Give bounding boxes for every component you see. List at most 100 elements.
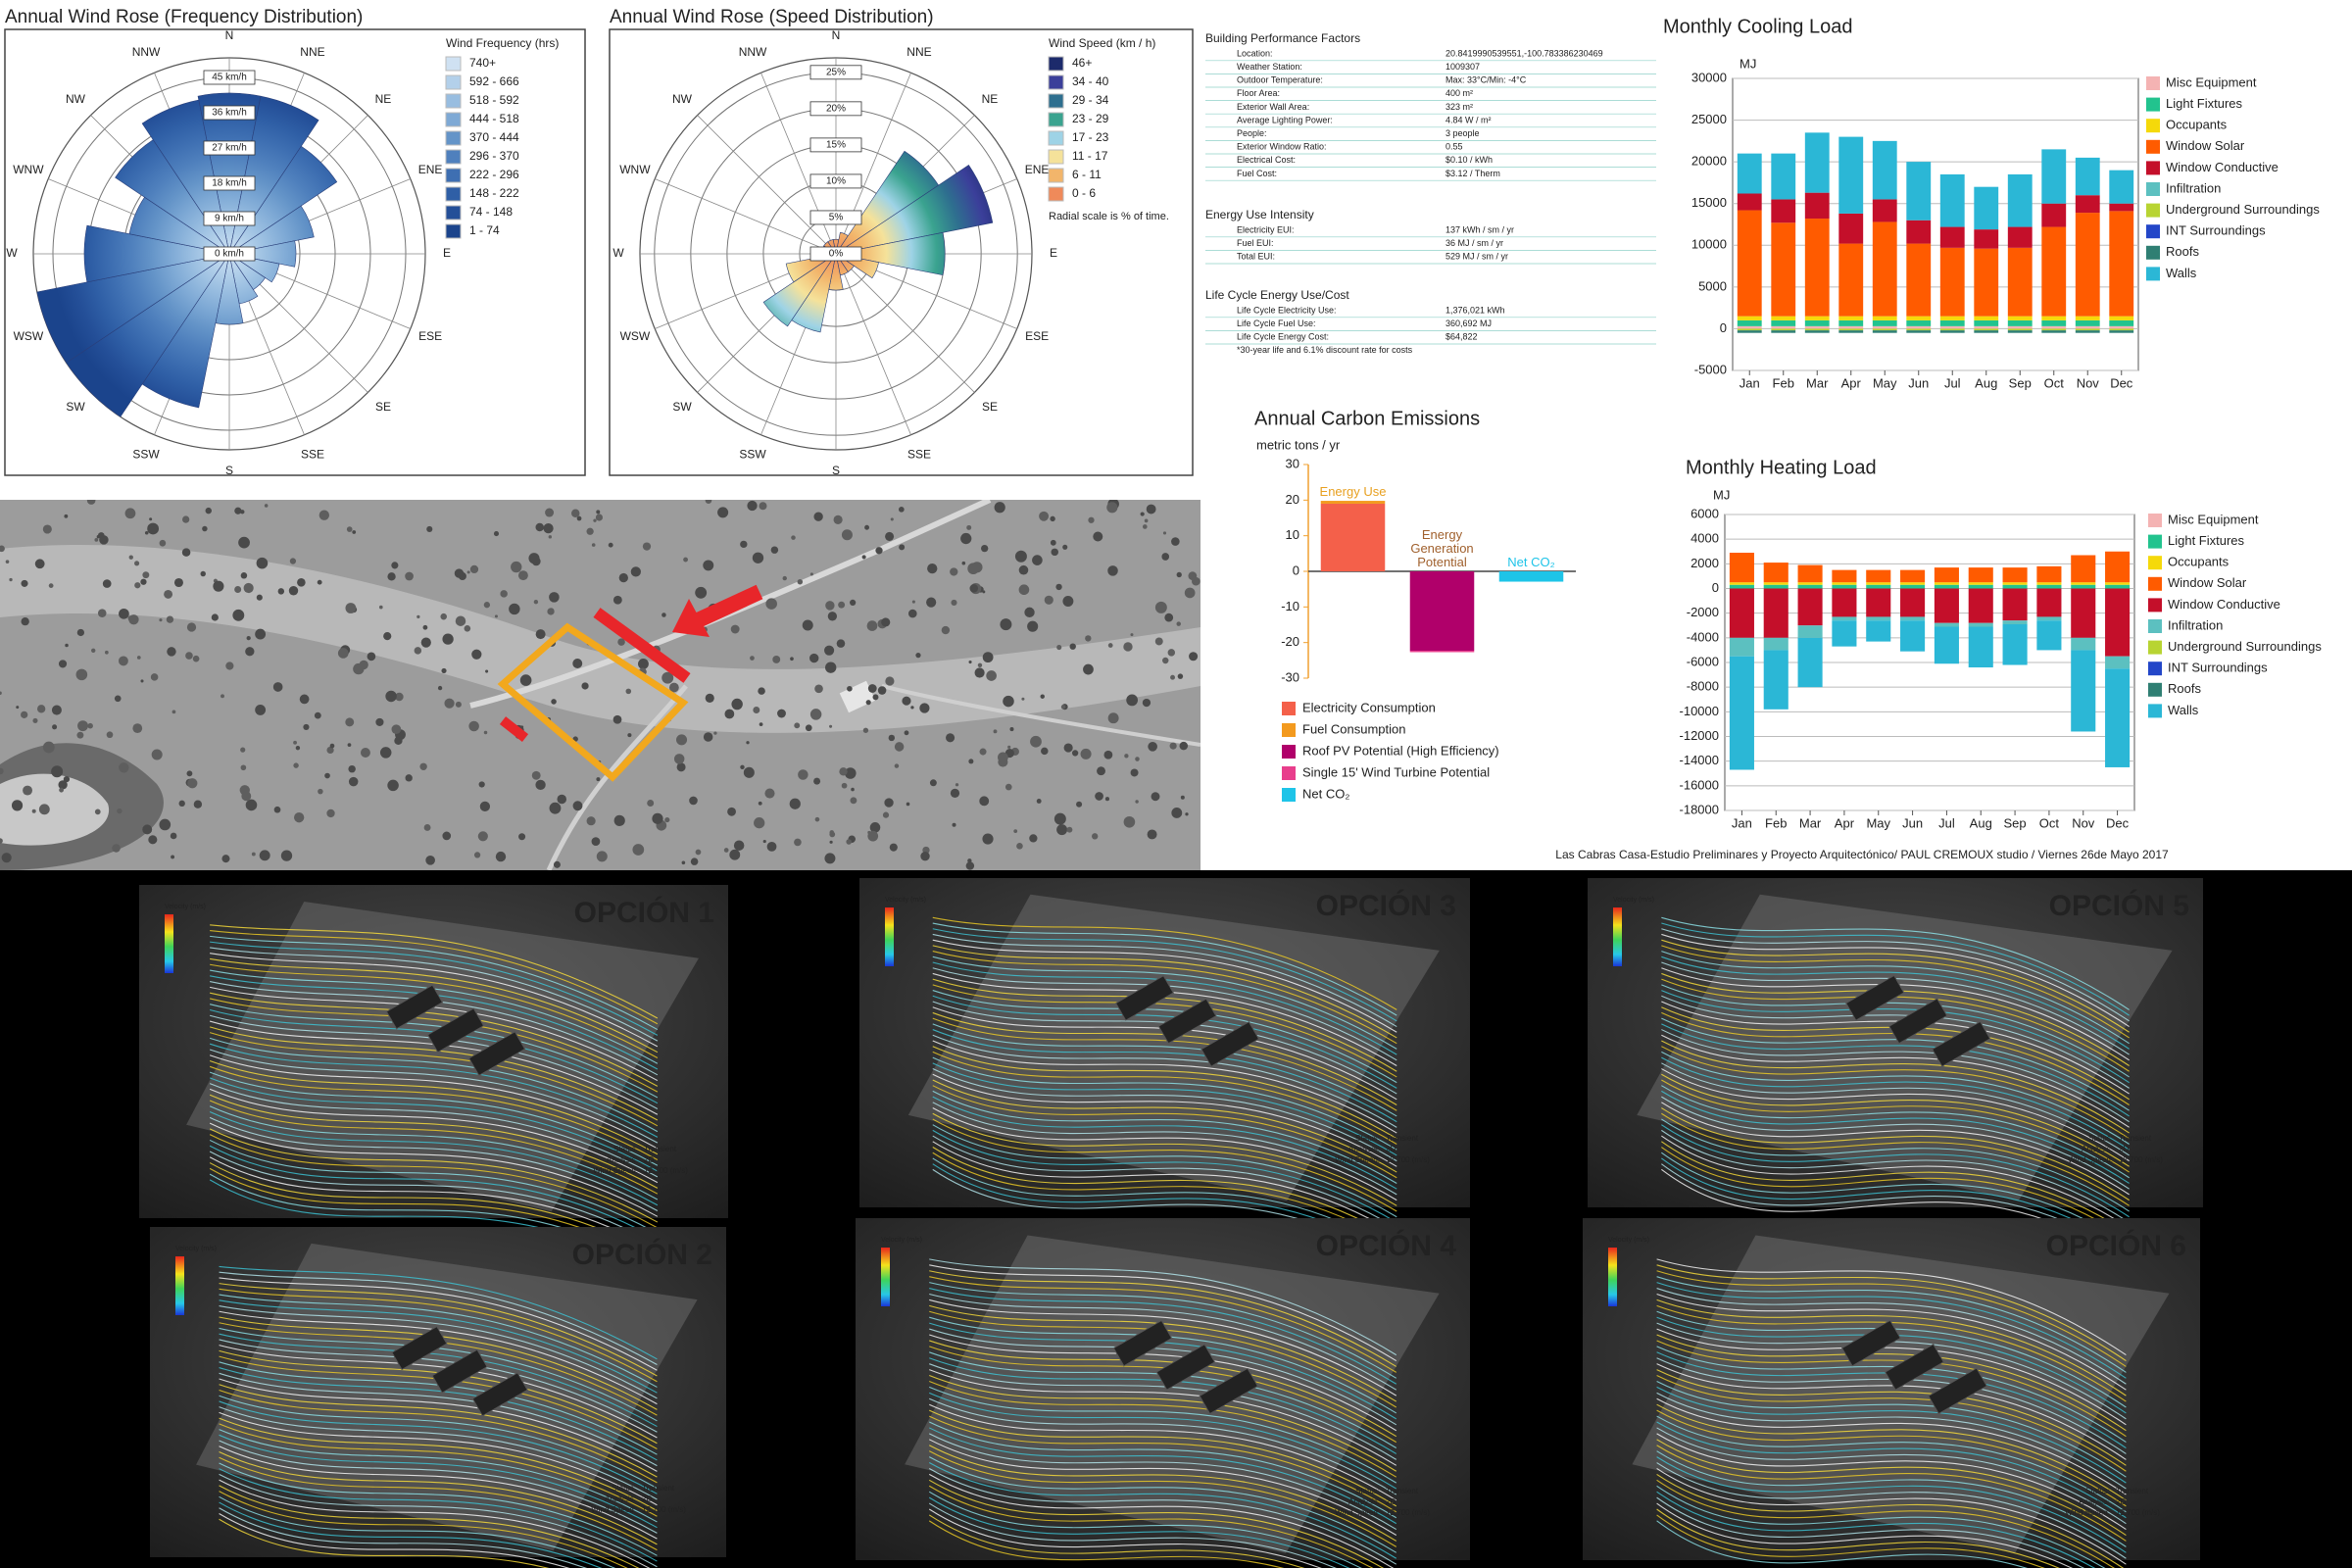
shrub <box>662 612 666 617</box>
streamline <box>1661 1073 2130 1167</box>
streamline <box>209 1162 659 1257</box>
shrub <box>695 586 708 599</box>
shrub <box>240 510 245 514</box>
streamline <box>1661 995 2130 1089</box>
streamline <box>1656 1369 2127 1466</box>
shrub <box>846 839 852 845</box>
velocity-colorbar <box>1608 1248 1617 1306</box>
shrub <box>608 542 613 548</box>
shrub <box>1044 595 1054 605</box>
shrub <box>813 777 821 785</box>
streamline <box>1656 1375 2127 1472</box>
status-value: 2D <box>1386 1497 1396 1506</box>
streamline <box>219 1446 658 1540</box>
shrub <box>134 561 140 566</box>
shrub <box>593 518 597 522</box>
streamline <box>1661 967 2130 1061</box>
shrub <box>1 853 12 863</box>
streamline <box>1656 1508 2060 1568</box>
bar-segment <box>1729 637 1754 657</box>
direction-label: SW <box>672 400 692 414</box>
legend-swatch <box>445 74 462 90</box>
legend-swatch <box>2148 682 2162 697</box>
bar-segment <box>1804 330 1830 333</box>
legend-swatch <box>2148 514 2162 527</box>
streamline <box>209 1049 659 1144</box>
legend-swatch <box>1282 766 1296 780</box>
streamline <box>219 1316 658 1410</box>
streamline <box>219 1479 651 1568</box>
streamline <box>932 1023 1397 1117</box>
wind-barrier <box>593 608 691 683</box>
shrub <box>128 555 133 560</box>
legend-swatch <box>2146 97 2160 112</box>
shrub <box>762 839 766 844</box>
category-label-box: Energy Use <box>1320 485 1387 499</box>
rose-spoke <box>697 115 837 255</box>
streamline <box>1661 1029 2130 1123</box>
shrub <box>142 824 153 835</box>
bar-segment <box>1934 584 1959 589</box>
legend-swatch <box>1282 702 1296 715</box>
shrub <box>441 667 447 674</box>
streamline <box>209 1122 659 1217</box>
building-block <box>1845 974 1905 1021</box>
shrub <box>829 724 833 728</box>
shrub <box>862 727 869 733</box>
row-label: Location: <box>1237 48 1273 58</box>
streamline <box>928 1445 1397 1542</box>
shrub <box>1055 583 1062 591</box>
shrub <box>117 808 122 814</box>
bar-segment <box>1872 316 1897 320</box>
streamline <box>929 1264 1397 1362</box>
bar-segment <box>1934 588 1959 623</box>
shrub <box>872 694 879 701</box>
shrub <box>979 796 990 807</box>
shrub <box>314 711 321 719</box>
shrub <box>652 812 663 824</box>
cfd-ground-plane <box>1632 1235 2170 1554</box>
row-value: 137 kWh / sm / yr <box>1446 224 1514 234</box>
shrub <box>747 500 758 512</box>
shrub <box>809 572 813 576</box>
cfd-ground-plane <box>196 1243 698 1551</box>
shrub <box>595 514 604 521</box>
shrub <box>200 570 206 577</box>
legend-swatch <box>1048 130 1064 146</box>
bar-segment <box>1763 563 1788 583</box>
shrub <box>151 749 163 760</box>
shrub <box>731 698 743 710</box>
cfd-legend-title: Velocity (m/s) <box>885 897 926 904</box>
shrub <box>888 734 896 742</box>
panel-frame <box>609 28 1194 476</box>
y-tick-label: 5000 <box>1698 278 1727 293</box>
chart-title: Monthly Cooling Load <box>1663 16 1852 37</box>
shrub <box>1063 743 1073 753</box>
x-tick-label: Nov <box>2072 815 2095 830</box>
rose-wedge <box>228 240 297 268</box>
y-tick-label: 4000 <box>1690 531 1719 546</box>
streamline <box>1661 1046 2130 1140</box>
streamline <box>1656 1439 2127 1536</box>
radial-tick-label: 18 km/h <box>212 178 247 189</box>
streamline <box>219 1485 640 1568</box>
bar-segment <box>1974 328 1999 331</box>
shrub <box>981 544 989 553</box>
bar-segment <box>1737 330 1762 333</box>
bar-segment <box>1974 325 1999 329</box>
streamline <box>219 1355 658 1449</box>
shrub <box>647 800 655 807</box>
streamline <box>1661 1147 2130 1241</box>
shrub <box>277 588 285 595</box>
legend-swatch <box>1048 56 1064 72</box>
row-label: Life Cycle Energy Cost: <box>1237 332 1329 342</box>
aerial-vegetation <box>0 500 1200 870</box>
shrub <box>797 578 804 585</box>
shrub <box>280 850 293 861</box>
bar-segment <box>1832 569 1857 583</box>
shrub <box>683 557 689 563</box>
bar-segment <box>1900 569 1926 583</box>
streamline <box>929 1380 1397 1478</box>
streamline <box>929 1409 1397 1507</box>
streamline <box>932 928 1397 1022</box>
